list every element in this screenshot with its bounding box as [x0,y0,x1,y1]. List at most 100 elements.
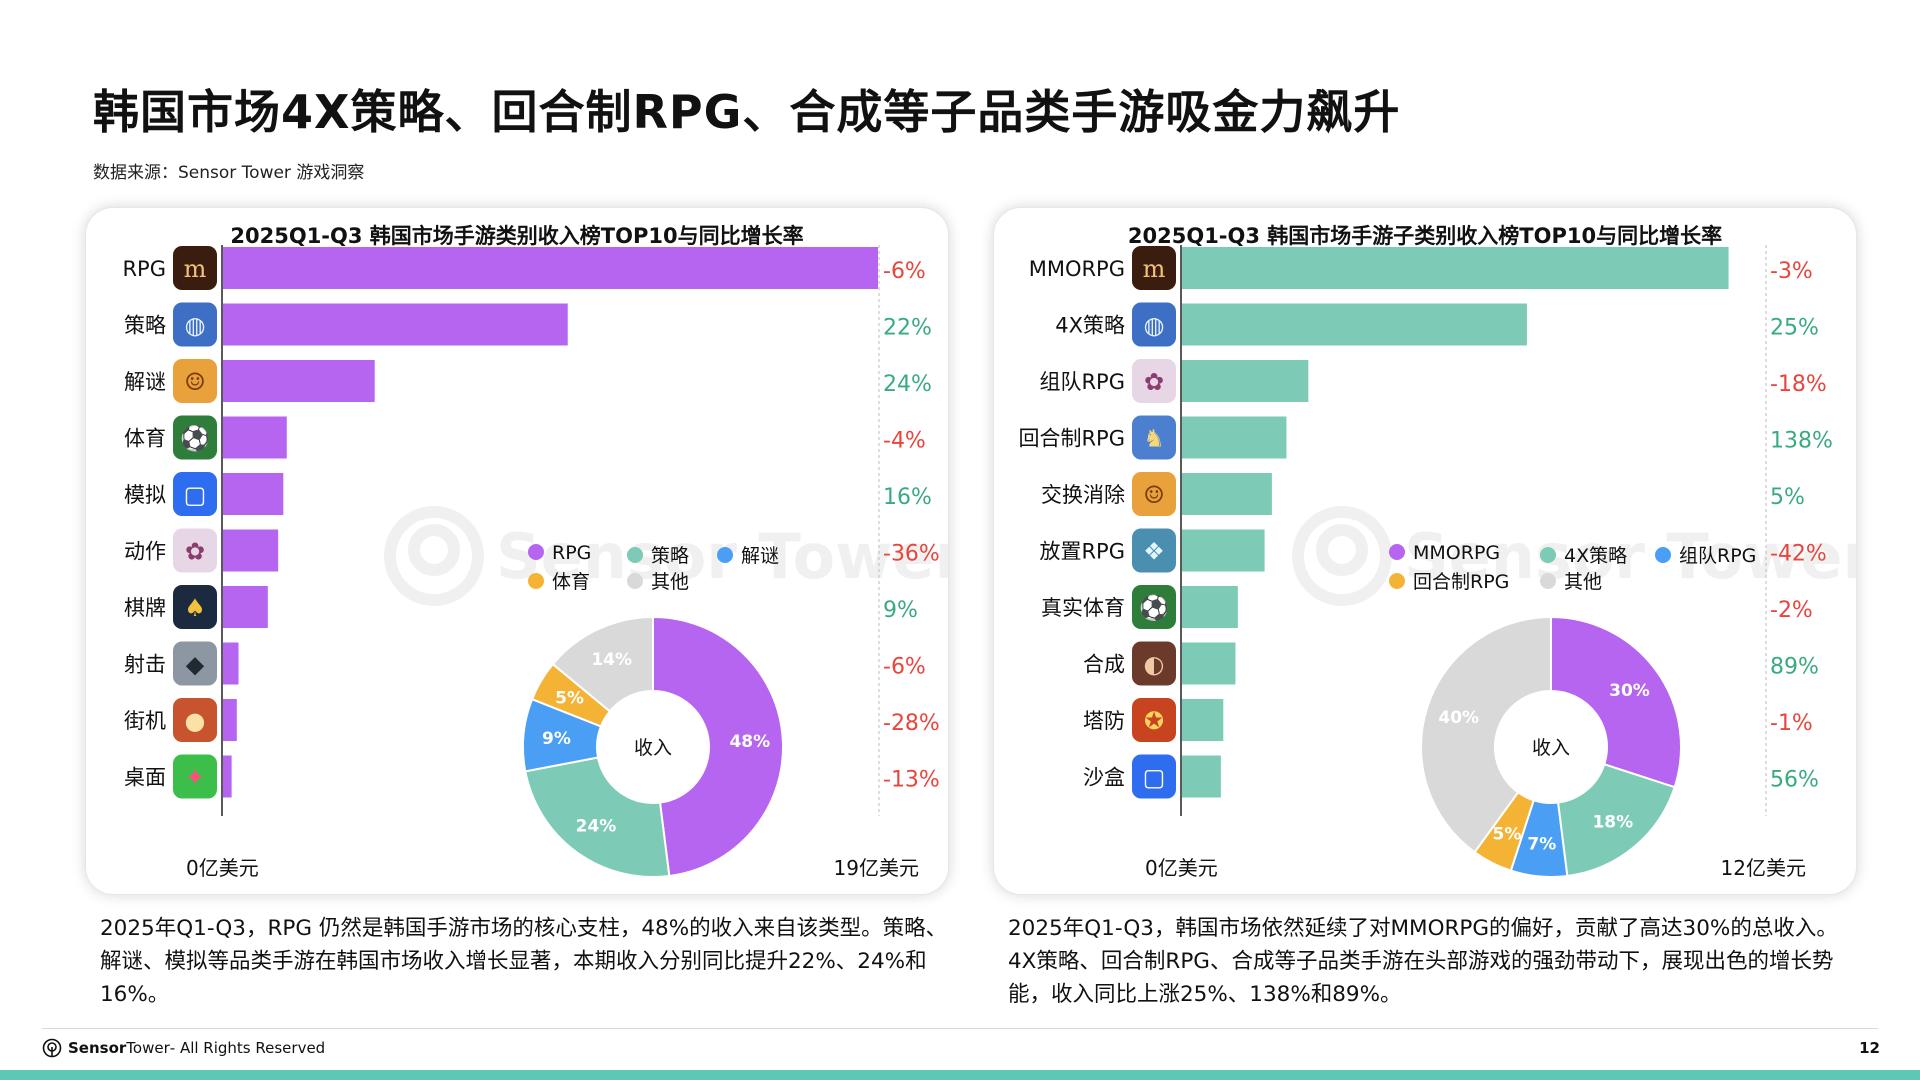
donut-slice [1550,615,1682,789]
svg-text:♠: ♠ [184,594,206,622]
poker-icon: ♠ [173,585,217,629]
growth-label: 22% [883,316,932,341]
bar [1182,360,1309,402]
bar [223,247,878,289]
growth-label: 16% [883,485,932,510]
soccer-player-icon: ⚽ [173,415,217,460]
bar [1182,529,1265,572]
svg-text:❖: ❖ [1143,538,1165,566]
svg-text:4X策略: 4X策略 [1564,545,1627,567]
page-number: 12 [1859,1039,1880,1057]
growth-label: 25% [1770,316,1819,341]
bar [1182,416,1287,459]
anime-girl-icon: ✿ [173,528,217,573]
footer-brand-b: Tower [126,1039,170,1057]
category-label: 桌面 [124,766,166,790]
growth-label: -42% [1770,542,1827,567]
soccer-player-icon: ⚽ [1132,585,1176,629]
donut-slice-label: 24% [576,816,617,836]
category-label: RPG [122,257,166,281]
bar [223,755,232,798]
legend-item: 其他 [627,571,689,593]
legend-item: RPG [528,542,591,564]
donut-slice [551,615,654,713]
page-title: 韩国市场4X策略、回合制RPG、合成等子品类手游吸金力飙升 [93,85,1401,139]
legend-item: MMORPG [1389,542,1500,564]
bar [223,586,268,628]
growth-label: -4% [883,429,926,454]
footer-rights: - All Rights Reserved [169,1039,326,1057]
bar [1182,586,1238,628]
svg-text:✪: ✪ [1144,707,1164,735]
donut-center-label: 收入 [1532,737,1570,759]
category-label: 体育 [124,427,166,451]
chart-title: 2025Q1-Q3 韩国市场手游类别收入榜TOP10与同比增长率 [230,224,803,248]
svg-text:RPG: RPG [552,542,591,564]
axis-end-label: 19亿美元 [834,856,919,880]
warrior-icon: ✪ [1132,698,1176,742]
chart-title: 2025Q1-Q3 韩国市场手游子类别收入榜TOP10与同比增长率 [1128,224,1722,248]
growth-label: 5% [1770,485,1805,510]
roblox-icon: ▢ [1132,754,1176,799]
svg-text:组队RPG: 组队RPG [1679,545,1756,567]
bar [1182,473,1272,515]
growth-label: -6% [883,655,926,680]
svg-text:●: ● [185,707,206,735]
roblox-icon: ▢ [173,472,217,516]
soldier-icon: ◆ [173,641,217,686]
donut-slice [652,615,784,878]
chart-panel-left: Sensor Tower 2025Q1-Q3 韩国市场手游类别收入榜TOP10与同… [85,207,949,895]
bottom-accent-bar [0,1070,1920,1080]
svg-text:MMORPG: MMORPG [1413,542,1500,564]
category-label: 策略 [124,314,166,338]
legend-m-icon: m [173,246,217,290]
hero-face-icon: ☺ [1132,472,1176,516]
category-label: 4X策略 [1055,314,1125,338]
svg-text:✿: ✿ [1144,368,1164,396]
bar [223,360,375,402]
category-label: 塔防 [1083,709,1125,733]
legend-item: 其他 [1540,571,1602,593]
bar [223,416,287,459]
category-label: 街机 [124,709,166,733]
category-label: 解谜 [124,370,166,394]
category-label: 沙盒 [1083,766,1125,790]
svg-text:策略: 策略 [651,545,689,567]
growth-label: -13% [883,768,940,793]
donut-slice-label: 40% [1438,708,1479,728]
legend-m-icon: m [1132,246,1176,290]
category-label: 放置RPG [1039,540,1125,564]
globe-icon: ◍ [1132,302,1176,347]
growth-label: -18% [1770,372,1827,397]
category-label: 模拟 [124,483,166,507]
category-label: 射击 [124,653,166,677]
donut-slice-label: 18% [1592,813,1633,833]
girl-portrait-icon: ◐ [1132,641,1176,686]
bar [223,699,237,741]
donut-slice-label: 5% [555,689,584,709]
svg-text:m: m [1143,255,1166,283]
donut-slice-label: 48% [729,732,770,752]
donut-slice-label: 9% [542,729,571,749]
growth-label: -1% [1770,711,1813,736]
growth-label: 138% [1770,429,1833,454]
growth-label: 89% [1770,655,1819,680]
description-left: 2025年Q1-Q3，RPG 仍然是韩国手游市场的核心支柱，48%的收入来自该类… [100,916,948,1007]
legend-item: 组队RPG [1655,545,1756,567]
growth-label: -6% [883,259,926,284]
svg-text:♞: ♞ [1143,425,1165,453]
svg-text:▢: ▢ [1143,764,1166,792]
bar [1182,755,1221,798]
anime-girl-icon: ✿ [1132,359,1176,403]
legend-item: 4X策略 [1540,545,1627,567]
chart-panel-right: Sensor Tower 2025Q1-Q3 韩国市场手游子类别收入榜TOP10与… [993,207,1857,895]
svg-text:◍: ◍ [185,312,206,340]
green-monster-icon: ✦ [173,754,217,799]
category-label: 组队RPG [1039,370,1125,394]
knight-icon: ♞ [1132,415,1176,460]
axis-start-label: 0亿美元 [186,856,259,880]
growth-label: -28% [883,711,940,736]
footer-brand-a: Sensor [68,1039,127,1057]
svg-text:✦: ✦ [185,764,205,792]
